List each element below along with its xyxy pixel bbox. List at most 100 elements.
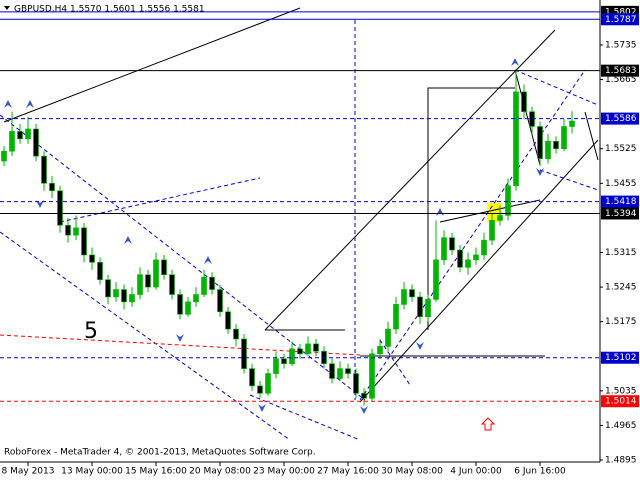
candle-body (1, 150, 7, 162)
x-tick-label: 30 May 08:00 (381, 467, 443, 477)
candle-body (441, 237, 447, 261)
candle-body (209, 276, 215, 290)
candle-body (561, 126, 567, 150)
candle-body (433, 259, 439, 300)
x-tick-label: 20 May 08:00 (189, 467, 251, 477)
fractal-down (360, 406, 368, 414)
level-label-box (601, 64, 639, 77)
level-label: 1.5683 (605, 66, 637, 76)
candle-body (17, 131, 23, 140)
candle-body (473, 254, 479, 261)
y-tick-label: 1.5315 (605, 248, 637, 258)
fractal-up (26, 100, 34, 108)
candle-body (201, 276, 207, 295)
wave-line (584, 111, 599, 161)
level-label: 1.5102 (605, 353, 637, 363)
level-label: 1.5802 (605, 7, 637, 17)
candle-body (313, 343, 319, 352)
candle-body (241, 338, 247, 369)
candle-body (137, 274, 143, 295)
y-tick-label: 1.5245 (605, 283, 637, 293)
candle-body (449, 237, 455, 251)
candle-body (361, 393, 367, 399)
candle-body (257, 385, 263, 394)
x-tick-label: 8 May 2013 (2, 467, 55, 477)
candle-body (193, 294, 199, 303)
candle-body (329, 363, 335, 379)
level-label: 1.5586 (605, 114, 637, 124)
dashed-line (514, 69, 599, 106)
y-tick-label: 1.5525 (605, 144, 637, 154)
candle-body (161, 259, 167, 276)
y-tick-label: 1.4895 (605, 456, 637, 466)
candle-body (217, 289, 223, 313)
dashed-line (59, 177, 261, 223)
fractal-up (511, 58, 519, 66)
candle-body (121, 289, 127, 303)
candle-body (73, 227, 79, 236)
candle-body (145, 274, 151, 288)
candle-body (465, 259, 471, 268)
level-label-box (601, 195, 639, 208)
candle-body (49, 183, 55, 192)
candle-body (505, 185, 511, 216)
candle-body (569, 120, 575, 127)
fractal-down (416, 342, 424, 350)
candle-body (249, 368, 255, 387)
candle-body (33, 128, 39, 157)
annotations (0, 7, 599, 441)
candle-body (337, 368, 343, 379)
candle-body (369, 353, 375, 399)
candle-body (57, 190, 63, 226)
candle-body (81, 227, 87, 256)
candle-body (265, 373, 271, 394)
candle-body (553, 141, 559, 150)
candle-body (273, 358, 279, 374)
candle-body (393, 304, 399, 330)
fractal-down (176, 334, 184, 342)
candle-body (113, 289, 119, 298)
candle-body (281, 358, 287, 364)
candle-body (297, 348, 303, 355)
fractal-up (4, 100, 12, 108)
candle-body (425, 299, 431, 318)
dashed-line (0, 231, 291, 441)
candle-body (185, 301, 191, 315)
candle-body (457, 249, 463, 268)
candle-body (153, 259, 159, 288)
candle-body (409, 289, 415, 298)
y-tick-label: 1.5035 (605, 386, 637, 396)
dashed-line (379, 339, 411, 386)
fractal-up (436, 208, 444, 216)
candle-body (377, 346, 383, 355)
target-line (427, 87, 515, 330)
candle-body (489, 220, 495, 241)
x-tick-label: 27 May 16:00 (317, 467, 379, 477)
candle-body (401, 289, 407, 305)
range-line (439, 199, 541, 223)
chart-title: GBPUSD,H4 1.5570 1.5601 1.5556 1.5581 (14, 5, 205, 15)
footer: RoboForex - MetaTrader 4, © 2001-2013, M… (4, 448, 316, 458)
x-tick-label: 4 Jun 00:00 (450, 467, 502, 477)
level-label-box (601, 395, 639, 408)
level-label-box (601, 207, 639, 220)
level-label: 1.5394 (605, 209, 637, 219)
candle-body (9, 131, 15, 152)
candle-body (385, 328, 391, 347)
title-icon (4, 6, 10, 10)
candle-body (105, 279, 111, 298)
level-label: 1.5014 (605, 397, 637, 407)
candle-body (521, 91, 527, 112)
y-tick-label: 1.5175 (605, 317, 637, 327)
fractal-down (536, 168, 544, 176)
dashed-line (0, 114, 366, 401)
candle-body (169, 274, 175, 295)
candle-body (41, 155, 47, 184)
trend-line (3, 7, 301, 123)
dashed-line (539, 169, 599, 191)
y-tick-label: 1.5455 (605, 179, 637, 189)
channel-line (359, 139, 599, 403)
level-label: 1.5787 (605, 15, 637, 25)
fractal-down (258, 404, 266, 412)
